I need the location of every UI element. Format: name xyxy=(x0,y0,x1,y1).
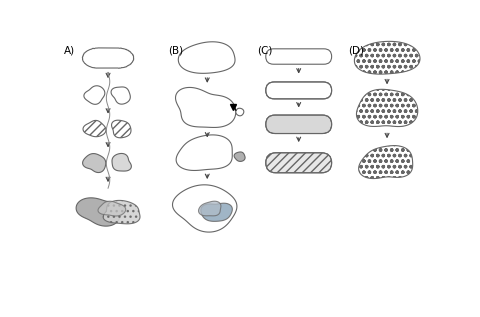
Text: A): A) xyxy=(64,46,75,56)
Polygon shape xyxy=(176,135,232,171)
Polygon shape xyxy=(111,87,130,104)
Polygon shape xyxy=(111,120,131,138)
FancyBboxPatch shape xyxy=(266,115,332,133)
Polygon shape xyxy=(359,146,413,178)
FancyBboxPatch shape xyxy=(266,153,332,173)
Polygon shape xyxy=(201,203,232,221)
Text: (B): (B) xyxy=(168,46,184,56)
Polygon shape xyxy=(76,198,124,226)
Text: (C): (C) xyxy=(258,46,273,56)
Polygon shape xyxy=(199,201,221,216)
Polygon shape xyxy=(357,89,418,126)
Polygon shape xyxy=(103,200,140,224)
Polygon shape xyxy=(112,153,132,171)
Polygon shape xyxy=(98,201,126,216)
Polygon shape xyxy=(176,87,236,127)
Polygon shape xyxy=(172,185,237,232)
Text: (D): (D) xyxy=(348,46,364,56)
Polygon shape xyxy=(83,153,106,172)
FancyBboxPatch shape xyxy=(266,82,332,99)
Polygon shape xyxy=(83,120,106,137)
Polygon shape xyxy=(84,86,105,104)
FancyBboxPatch shape xyxy=(266,49,332,64)
Polygon shape xyxy=(178,42,235,73)
Polygon shape xyxy=(234,152,245,161)
Polygon shape xyxy=(83,48,134,68)
Polygon shape xyxy=(354,41,420,74)
Polygon shape xyxy=(236,108,244,116)
